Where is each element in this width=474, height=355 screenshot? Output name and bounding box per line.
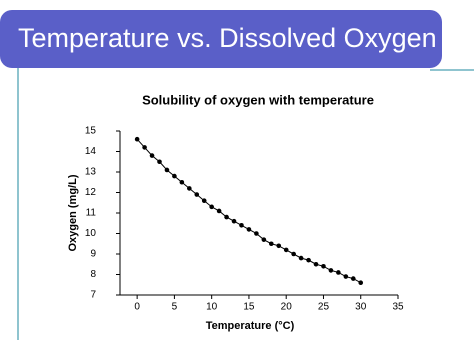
slide-title: Temperature vs. Dissolved Oxygen [18,23,437,53]
x-tick-label: 20 [281,302,293,313]
data-point [224,214,229,220]
data-point [157,159,162,165]
y-tick-label: 12 [85,187,97,198]
y-tick-label: 7 [90,290,96,301]
data-point [343,274,349,279]
x-tick-label: 0 [134,302,140,313]
data-point [298,255,304,261]
data-point [194,192,200,197]
x-tick-label: 25 [318,302,330,313]
y-tick-label: 13 [85,167,97,178]
data-point [276,243,282,249]
y-axis-label: Oxygen (mg/L) [67,174,79,251]
x-tick-label: 30 [355,302,367,313]
x-axis-label: Temperature (°C) [206,320,295,332]
data-point [216,208,222,214]
data-point [306,257,311,263]
y-tick-label: 11 [86,208,97,219]
x-tick-label: 35 [392,302,404,313]
data-point [268,241,274,247]
y-tick-label: 14 [85,146,97,157]
chart-title: Solubility of oxygen with temperature [142,92,374,107]
data-point [358,280,364,286]
x-tick-label: 5 [172,302,178,313]
title-banner [0,10,442,68]
y-tick-label: 10 [85,228,97,239]
x-tick-label: 10 [206,302,218,313]
data-point [283,247,289,253]
data-point [246,227,252,232]
data-point [209,204,214,210]
data-point [134,136,140,142]
data-point [239,223,244,228]
y-tick-label: 8 [90,269,96,280]
data-point [187,186,192,191]
data-point [164,167,170,173]
data-point [142,145,147,150]
data-point [172,173,177,179]
data-point [336,270,341,275]
data-point [261,237,267,242]
data-point [149,153,155,158]
x-tick-label: 15 [243,302,255,313]
series-line [136,138,361,284]
data-point [201,198,207,203]
y-tick-label: 15 [85,126,97,137]
data-point [328,268,334,273]
data-point [231,218,237,224]
data-point [179,179,185,185]
y-tick-label: 9 [90,249,96,260]
data-point [321,264,326,269]
data-point [254,231,259,236]
data-point [350,276,356,281]
data-point [291,251,296,257]
data-point [313,261,319,267]
